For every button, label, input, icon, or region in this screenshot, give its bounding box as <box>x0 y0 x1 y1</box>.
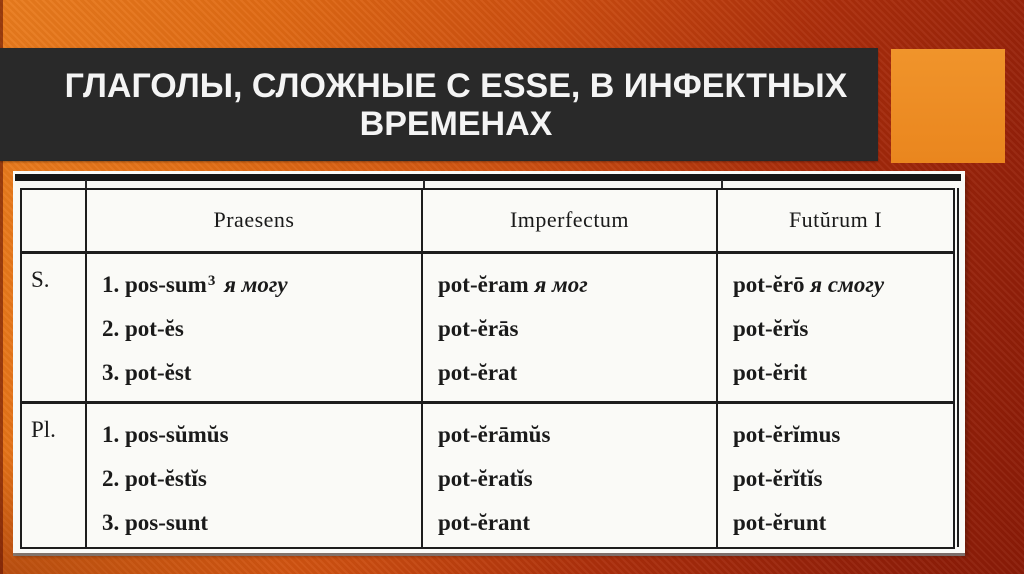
col-header-praesens: Praesens <box>85 188 423 254</box>
conjugation-form: 3. pot-ĕst <box>102 351 421 395</box>
conjugation-form: 1. pos-sum3 я могу <box>102 263 421 307</box>
latin-form: pot-ĕrĭmus <box>733 421 841 447</box>
conjugation-cell: pot-ĕram я мог pot-ĕrās pot-ĕrat <box>421 251 718 404</box>
latin-form: 3. pot-ĕst <box>102 359 192 385</box>
left-edge-shade <box>0 0 3 574</box>
latin-form: pot-ĕrit <box>733 359 808 385</box>
latin-form: 1. pos-sum <box>102 271 207 297</box>
slide-title-line-1: ГЛАГОЛЫ, СЛОЖНЫЕ С ESSE, В ИНФЕКТНЫХ <box>64 66 848 105</box>
scan-top-rule <box>15 174 961 181</box>
latin-form: 1. pos-sŭmŭs <box>102 421 229 447</box>
latin-form: pot-ĕrĭtĭs <box>733 465 823 491</box>
russian-translation: я мог <box>534 271 588 297</box>
russian-translation: я смогу <box>810 271 885 297</box>
latin-form: pot-ĕram <box>438 271 535 297</box>
conjugation-form: pot-ĕrō я смогу <box>733 263 953 307</box>
col-header-imperfectum: Imperfectum <box>421 188 718 254</box>
conjugation-cell: pot-ĕrō я смогу pot-ĕrĭs pot-ĕrit <box>716 251 955 404</box>
latin-form: pot-ĕrāmŭs <box>438 421 551 447</box>
slide-title: ГЛАГОЛЫ, СЛОЖНЫЕ С ESSE, В ИНФЕКТНЫХ ВРЕ… <box>31 67 848 143</box>
latin-form: pot-ĕratĭs <box>438 465 533 491</box>
conjugation-table: Praesens Imperfectum Futŭrum I S. 1. pos-… <box>20 188 955 549</box>
conjugation-cell: pot-ĕrĭmus pot-ĕrĭtĭs pot-ĕrunt <box>716 401 955 549</box>
latin-form: pot-ĕrant <box>438 509 530 535</box>
column-rule-overrun <box>721 180 723 189</box>
conjugation-form: pot-ĕrant <box>438 501 716 545</box>
column-rule-overrun <box>85 180 87 189</box>
conjugation-cell: 1. pos-sŭmŭs 2. pot-ĕstĭs 3. pos-sunt <box>85 401 423 549</box>
conjugation-form: pot-ĕrĭtĭs <box>733 457 953 501</box>
scanned-table-image: Praesens Imperfectum Futŭrum I S. 1. pos-… <box>13 171 965 553</box>
row-label: Pl. <box>20 401 87 549</box>
corner-cell <box>20 188 87 254</box>
conjugation-form: 2. pot-ĕstĭs <box>102 457 421 501</box>
latin-form: pot-ĕrunt <box>733 509 827 535</box>
conjugation-form: pot-ĕrit <box>733 351 953 395</box>
row-label: S. <box>20 251 87 404</box>
latin-form: 2. pot-ĕstĭs <box>102 465 207 491</box>
conjugation-form: 2. pot-ĕs <box>102 307 421 351</box>
table-row: Pl. 1. pos-sŭmŭs 2. pot-ĕstĭs 3. pos-sunt po… <box>20 401 955 549</box>
header-row: Praesens Imperfectum Futŭrum I <box>20 188 955 254</box>
accent-square <box>891 49 1005 163</box>
latin-form: pot-ĕrĭs <box>733 315 809 341</box>
conjugation-cell: pot-ĕrāmŭs pot-ĕratĭs pot-ĕrant <box>421 401 718 549</box>
latin-form: pot-ĕrās <box>438 315 519 341</box>
conjugation-form: pot-ĕratĭs <box>438 457 716 501</box>
latin-form: pot-ĕrat <box>438 359 518 385</box>
conjugation-form: 1. pos-sŭmŭs <box>102 413 421 457</box>
conjugation-form: 3. pos-sunt <box>102 501 421 545</box>
title-band: ГЛАГОЛЫ, СЛОЖНЫЕ С ESSE, В ИНФЕКТНЫХ ВРЕ… <box>0 48 878 161</box>
russian-translation: я могу <box>218 271 288 297</box>
slide-title-line-2: ВРЕМЕНАХ <box>359 104 553 143</box>
footnote-marker: 3 <box>207 272 216 289</box>
conjugation-form: pot-ĕram я мог <box>438 263 716 307</box>
latin-form: 3. pos-sunt <box>102 509 209 535</box>
latin-form: pot-ĕrō <box>733 271 811 297</box>
column-rule-overrun <box>423 180 425 189</box>
conjugation-form: pot-ĕrĭs <box>733 307 953 351</box>
col-header-futurum: Futŭrum I <box>716 188 955 254</box>
conjugation-form: pot-ĕrunt <box>733 501 953 545</box>
conjugation-form: pot-ĕrat <box>438 351 716 395</box>
conjugation-form: pot-ĕrās <box>438 307 716 351</box>
table-right-double-rule <box>957 188 959 547</box>
conjugation-cell: 1. pos-sum3 я могу 2. pot-ĕs 3. pot-ĕst <box>85 251 423 404</box>
conjugation-form: pot-ĕrāmŭs <box>438 413 716 457</box>
latin-form: 2. pot-ĕs <box>102 315 184 341</box>
table-row: S. 1. pos-sum3 я могу 2. pot-ĕs 3. pot-ĕst p… <box>20 251 955 404</box>
conjugation-form: pot-ĕrĭmus <box>733 413 953 457</box>
